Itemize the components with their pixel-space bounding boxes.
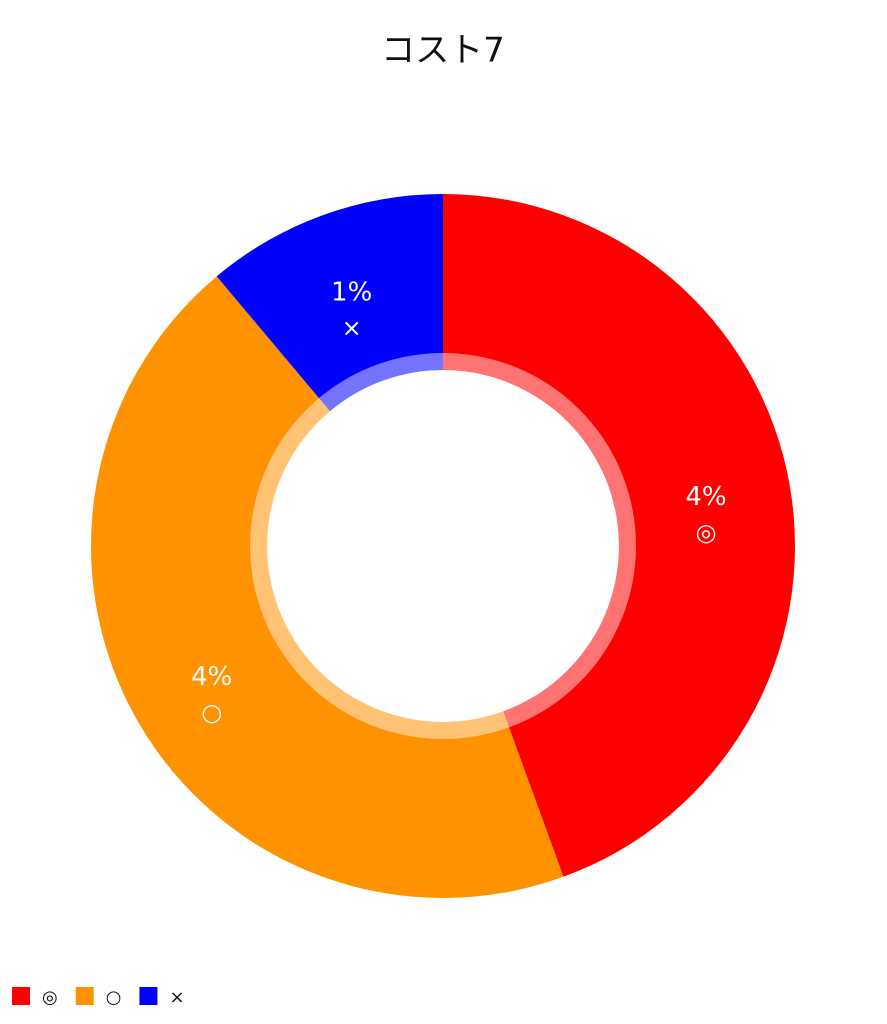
value-label: 4% (191, 662, 232, 692)
legend-swatch (139, 987, 158, 1005)
chart-title: コスト7 (381, 31, 505, 71)
inner-ring (250, 353, 636, 739)
legend-label: × (169, 987, 184, 1008)
slice-category-label: ○ (201, 699, 222, 727)
donut-slice (90, 276, 564, 899)
value-label: 1% (331, 278, 372, 308)
slice-category-label: ◎ (695, 519, 716, 547)
legend-swatch (12, 987, 30, 1005)
legend-swatch (75, 987, 94, 1005)
donut-slice (443, 194, 796, 877)
slice-category-label: × (342, 314, 362, 342)
legend-label: ◎ (42, 987, 58, 1008)
value-label: 4% (685, 482, 726, 512)
legend-label: ○ (106, 987, 122, 1008)
donut-slice (216, 194, 443, 412)
